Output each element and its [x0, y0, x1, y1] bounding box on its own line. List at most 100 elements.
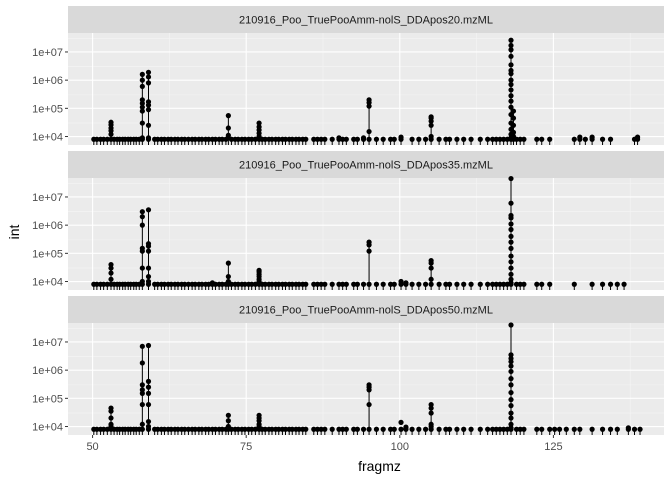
data-point — [360, 281, 367, 287]
data-point — [485, 281, 491, 287]
data-point — [409, 426, 415, 432]
data-point — [282, 426, 289, 432]
data-point — [225, 418, 231, 424]
data-point — [329, 136, 335, 142]
data-point — [303, 281, 309, 287]
data-point — [387, 136, 394, 142]
data-point — [145, 248, 152, 254]
facet-strip — [68, 6, 664, 33]
data-point — [145, 99, 152, 105]
data-point — [185, 136, 192, 142]
data-point — [322, 136, 328, 142]
data-point — [155, 281, 161, 287]
data-point — [225, 273, 231, 280]
data-point — [256, 124, 262, 130]
data-point — [276, 426, 282, 432]
data-point — [582, 136, 588, 142]
data-point — [416, 136, 422, 142]
data-point — [296, 426, 302, 432]
data-point — [508, 98, 514, 104]
data-point — [493, 136, 499, 142]
data-point — [508, 382, 514, 388]
data-point — [101, 136, 107, 142]
data-point — [282, 136, 289, 142]
data-point — [262, 426, 268, 432]
data-point — [175, 136, 181, 142]
data-point — [625, 425, 631, 431]
data-point — [139, 104, 145, 110]
data-point — [366, 128, 372, 135]
y-tick-label: 1e+04 — [32, 422, 63, 434]
data-point — [242, 136, 248, 142]
data-point — [571, 136, 577, 142]
data-point — [185, 426, 192, 432]
data-point — [508, 265, 514, 271]
data-point — [219, 426, 225, 432]
data-point — [296, 281, 302, 287]
data-point — [108, 281, 114, 287]
data-point — [314, 426, 321, 432]
data-point — [249, 426, 255, 432]
data-point — [423, 281, 429, 287]
data-point — [139, 343, 145, 349]
data-point — [508, 276, 514, 282]
data-point — [360, 135, 367, 141]
data-point — [145, 135, 152, 141]
data-point — [398, 426, 404, 432]
data-point — [428, 114, 434, 120]
x-axis-title: fragmz — [358, 458, 401, 474]
data-point — [282, 281, 289, 287]
data-point — [428, 265, 434, 271]
data-point — [508, 37, 514, 43]
data-point — [493, 281, 499, 287]
data-point — [513, 281, 520, 287]
data-point — [634, 134, 641, 140]
data-point — [508, 421, 514, 427]
data-point — [461, 281, 467, 287]
data-point — [108, 261, 114, 268]
data-point — [139, 265, 145, 271]
data-point — [373, 426, 380, 432]
data-point — [145, 265, 152, 271]
data-point — [607, 136, 614, 142]
data-point — [192, 281, 198, 287]
data-point — [454, 426, 460, 432]
data-point — [108, 136, 114, 142]
data-point — [485, 136, 491, 142]
y-tick-label: 1e+05 — [32, 248, 63, 260]
data-point — [276, 136, 282, 142]
data-point — [517, 426, 523, 432]
data-point — [104, 281, 110, 287]
data-point — [589, 134, 595, 140]
data-point — [168, 281, 174, 287]
data-point — [508, 77, 514, 83]
data-point — [289, 281, 295, 287]
data-point — [104, 426, 110, 432]
data-point — [139, 108, 145, 114]
data-point — [354, 281, 360, 287]
data-point — [101, 281, 107, 287]
data-point — [508, 410, 514, 416]
data-point — [219, 281, 225, 287]
data-point — [199, 136, 205, 142]
data-point — [145, 378, 152, 384]
data-point — [508, 415, 514, 421]
data-point — [508, 221, 514, 227]
data-point — [340, 426, 346, 432]
data-point — [489, 426, 496, 432]
data-point — [139, 387, 145, 393]
data-point — [145, 273, 152, 280]
data-point — [182, 136, 188, 142]
data-point — [563, 426, 569, 432]
y-tick-label: 1e+05 — [32, 103, 63, 115]
data-point — [539, 426, 545, 432]
data-point — [501, 136, 507, 142]
data-point — [329, 281, 335, 287]
data-point — [468, 136, 474, 142]
data-point — [446, 136, 453, 142]
data-point — [168, 136, 174, 142]
data-point — [446, 281, 453, 287]
data-point — [521, 136, 527, 142]
data-point — [589, 426, 595, 432]
data-point — [508, 175, 514, 182]
